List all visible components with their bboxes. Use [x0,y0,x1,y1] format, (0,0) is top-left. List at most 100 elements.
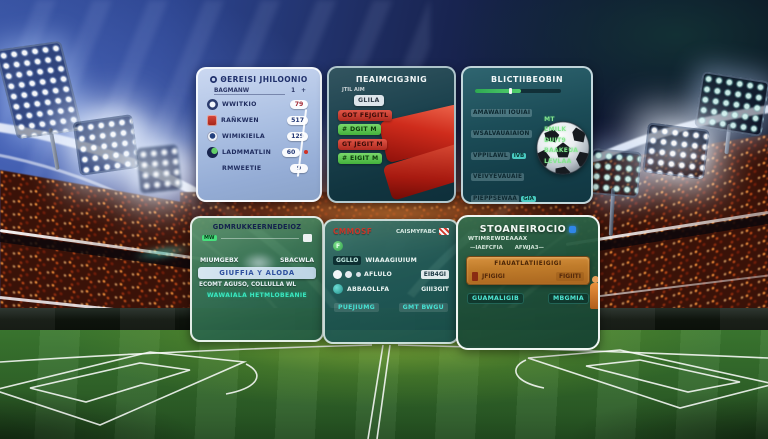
target-circle-icon [207,98,218,110]
info-label: WIAAAGIUIUM [365,257,417,264]
stat-row[interactable]: RAÑKWEN 517 [198,112,320,128]
panel-caption: JTIL AIM [342,87,365,93]
tag-chip[interactable]: IVB [511,152,527,159]
info-row[interactable]: ABBAOLLFA GIII3GIT [333,284,449,294]
prediction-panel: BLICTIIBEOBIN AMAWAIII IOUIAI WSALVAUAIA… [461,66,593,204]
globe-circle-icon [207,130,218,142]
green-circle-icon: F [333,241,343,251]
alert-dot-icon [304,150,308,154]
floodlight-left-3 [135,143,183,195]
planning-panel: ПEAIMCIG3NIG JTIL AIM GLILA GOT FEJGITL … [327,66,456,203]
mini-chip[interactable]: MW [202,235,217,241]
checkbox-icon[interactable] [303,234,312,242]
stat-label: WWITKIO [222,100,257,108]
highlight-card[interactable]: FIAUATLATIIEIGIGI JFIGIGI FIGIITI [466,256,590,285]
team-right: SBACWLA [279,257,314,264]
text-line: VPPILAWL IVB [471,142,541,161]
stat-label: WIMIKIEILA [222,132,265,140]
header-meta: CAISMYFABC [395,228,436,235]
stats-subheader: BAGMANW 1 + [214,88,306,95]
progress-fill [475,89,522,93]
subheader-label: BAGMANW [214,88,286,95]
match-info-panel: CMMOSF CAISMYFABC F GGLLO WIAAAGIUIUM AF… [323,219,459,344]
comparison-panel: GDMRUKKEERNEDEIOZ MW MIUMGEBX SBACWLA GI… [190,216,324,342]
moon-circle-icon [207,146,218,158]
stat-label: LADMMATLIN [222,148,272,156]
teal-circle-icon [333,284,343,294]
side-value: BAAKEUA [544,147,579,154]
side-value: MT [544,115,555,123]
badge-icon [210,76,217,83]
option-pill[interactable]: # EIGIT M [338,153,383,164]
stat-value: 517 [287,115,308,125]
side-value: EMILK [544,126,567,133]
value-chip: EIB4GI [420,270,449,279]
text-line: VEIVYEVAUAIE [471,163,541,182]
info-row[interactable]: AFLULO EIB4GI [333,270,449,279]
meta-right: AFWJA3— [514,245,544,251]
row-indent [207,163,218,174]
status-chip-icon [569,226,577,233]
option-pill[interactable]: GT JEGIT M [338,138,387,150]
add-button[interactable]: + [301,88,306,94]
tag-chip[interactable]: GIA [521,195,536,202]
panel-title: GDMRUKKEERNEDEIOZ [212,223,302,231]
stat-row[interactable]: WIMIKIEILA 129 [198,128,320,144]
card-detail-right: FIGIITI [555,272,584,281]
stat-row[interactable]: WWITKIO 79 [198,96,320,112]
option-pill[interactable]: GLILA [354,95,384,106]
progress-bar [475,88,561,94]
comparison-subrow: MW [202,234,312,242]
footer-button-left[interactable]: GUAMALIGIB [467,293,524,304]
side-column: MT EMILK DUIT9 BAAKEUA LEVLAA [544,112,587,202]
info-value: GIII3GIT [421,285,449,293]
meta-left: —IAEFCFIA [470,245,503,251]
line-text: VEIVYEVAUAIE [471,173,525,181]
option-list: GLILA GOT FEJGITL # DGIT M GT JEGIT M # … [338,95,454,164]
prediction-columns: AMAWAIII IOUIAI WSALVAUAIAION VPPILAWL IV… [463,96,591,202]
stat-row[interactable]: RMWEETIE 9 [198,160,320,176]
panel-title-row: ΘEREISI JHILOONIO [198,75,320,84]
info-row[interactable]: F [333,241,449,251]
footer-link-left[interactable]: PUEJIUMG [334,303,380,312]
mascot-figure [592,276,598,283]
text-line: WSALVAUAIAION [471,120,541,139]
panel-footer: GUAMALIGIB MBGMIA [467,293,589,304]
card-detail-row: JFIGIGI FIGIITI [472,272,584,281]
option-pill[interactable]: GOT FEJGITL [338,109,393,121]
floodlight-right-3 [588,147,642,199]
divider-line [220,237,299,239]
panel-header: CMMOSF CAISMYFABC [333,227,449,236]
footer-button-right[interactable]: MBGMIA [547,293,589,304]
strategy-panel: STOANEIROCIO WTIMREWDEAAAX —IAEFCFIA AFW… [456,215,600,350]
panel-footer-link[interactable]: WAWAIALA HETMLOBEANIE [206,292,308,299]
marker-icon [472,272,478,281]
pitch [0,330,768,439]
line-text: AMAWAIII IOUIAI [471,108,533,117]
meta-row: —IAEFCFIA AFWJA3— [470,245,586,251]
line-text: PIEPPSEWAA [471,194,520,202]
text-line: AMAWAIII IOUIAI [471,99,541,118]
panel-subtitle: WTIMREWDEAAAX [468,236,528,242]
panel-title: BLICTIIBEOBIN [490,75,564,84]
light-blob [241,252,278,275]
detail-row: ECOMT AGUSO, COLLULLA WL [199,282,297,288]
floodlight-right-2 [642,122,710,180]
floodlight-left-2 [72,114,140,176]
panel-footer: PUEJIUMG GMT BWGU [334,303,448,312]
text-line: PIEPPSEWAA GIA [471,185,541,202]
stat-row[interactable]: LADMMATLIN 60 [198,144,320,160]
option-pill[interactable]: # DGIT M [338,124,381,135]
subheader-value: 1 [291,88,296,94]
flag-icon [439,228,449,235]
mascot-figure [590,283,598,309]
stat-value: 60 [282,147,300,157]
team-left: MIUMGEBX [200,257,239,264]
floodlight-right-1 [694,71,768,137]
card-detail-left: JFIGIGI [482,273,505,280]
info-row[interactable]: GGLLO WIAAAGIUIUM [333,256,449,265]
pitch-markings [0,344,768,439]
line-text: VPPILAWL [471,151,510,160]
footer-link-right[interactable]: GMT BWGU [398,303,448,312]
